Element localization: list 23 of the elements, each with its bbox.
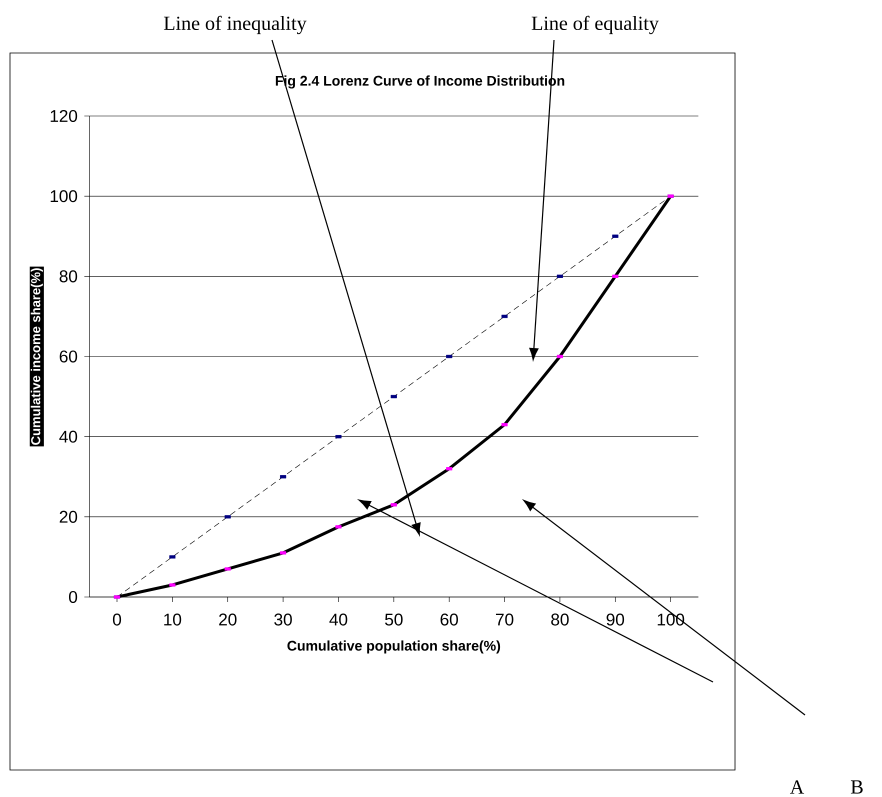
x-tick-label: 90 xyxy=(606,614,624,626)
y-tick-label: 100 xyxy=(50,190,78,202)
text: B xyxy=(850,780,863,794)
text: A xyxy=(790,780,804,794)
text: Line of equality xyxy=(532,16,659,34)
y-tick-label: 80 xyxy=(60,270,78,282)
x-tick-label: 60 xyxy=(440,614,458,626)
x-tick-label: 70 xyxy=(496,614,514,626)
x-tick-label: 0 xyxy=(112,614,122,626)
y-tick-label: 120 xyxy=(50,110,78,122)
x-tick-label: 20 xyxy=(219,614,237,626)
x-tick-label: 50 xyxy=(385,614,403,626)
y-tick-label: 0 xyxy=(68,590,78,604)
x-axis-title: Cumulative population share(%) xyxy=(287,640,500,654)
y-axis-title: Cumulative income share(%) xyxy=(30,268,43,445)
x-tick-label: 40 xyxy=(329,614,348,626)
x-tick-label: 10 xyxy=(164,614,182,626)
x-tick-label: 80 xyxy=(551,614,569,626)
y-tick-label: 40 xyxy=(59,430,78,443)
x-tick-label: 30 xyxy=(274,614,292,626)
y-tick-label: 20 xyxy=(60,510,78,523)
text: Line of inequality xyxy=(164,16,307,34)
y-tick-label: 60 xyxy=(60,350,78,363)
